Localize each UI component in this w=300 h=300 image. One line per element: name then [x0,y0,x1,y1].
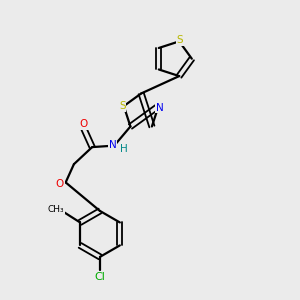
Text: S: S [176,35,183,46]
Text: H: H [120,144,128,154]
Text: O: O [56,179,64,189]
Text: N: N [109,140,117,150]
Text: N: N [156,103,164,112]
Text: CH₃: CH₃ [47,205,64,214]
Text: Cl: Cl [94,272,105,282]
Text: S: S [119,101,126,111]
Text: O: O [80,119,88,129]
